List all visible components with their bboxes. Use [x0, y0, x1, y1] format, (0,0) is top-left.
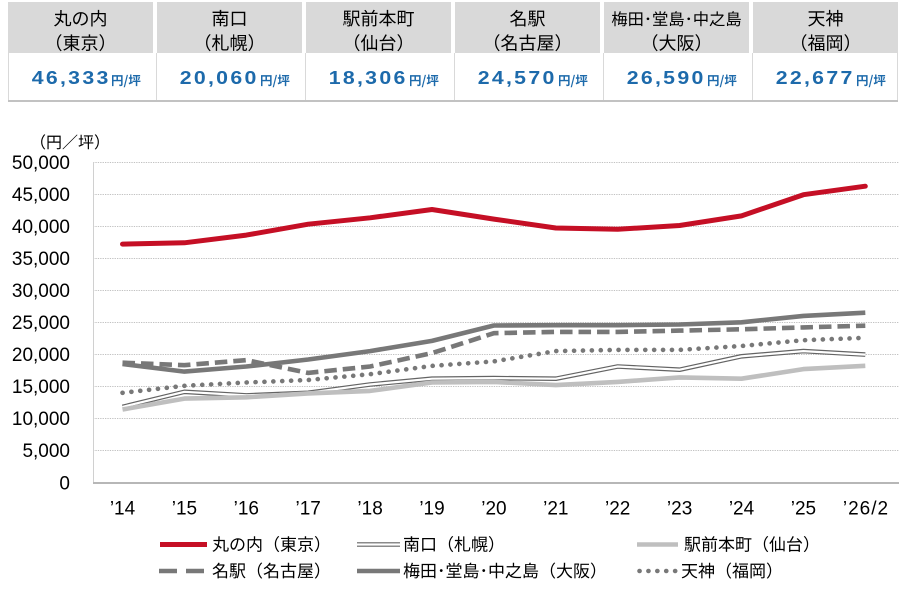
- svg-text:30,000: 30,000: [12, 281, 70, 302]
- svg-text:’17: ’17: [296, 499, 321, 520]
- svg-text:15,000: 15,000: [12, 377, 70, 398]
- svg-text:’24: ’24: [729, 499, 755, 520]
- svg-text:50,000: 50,000: [12, 153, 70, 174]
- svg-text:’19: ’19: [419, 499, 444, 520]
- svg-text:’25: ’25: [791, 499, 816, 520]
- svg-text:5,000: 5,000: [22, 441, 70, 462]
- svg-text:’22: ’22: [605, 499, 630, 520]
- svg-text:’14: ’14: [110, 499, 136, 520]
- svg-text:40,000: 40,000: [12, 217, 70, 238]
- svg-text:’21: ’21: [543, 499, 568, 520]
- svg-text:35,000: 35,000: [12, 249, 70, 270]
- svg-text:0: 0: [59, 473, 70, 494]
- svg-text:25,000: 25,000: [12, 313, 70, 334]
- svg-text:45,000: 45,000: [12, 185, 70, 206]
- svg-text:’16: ’16: [234, 499, 259, 520]
- svg-text:10,000: 10,000: [12, 409, 70, 430]
- svg-text:’18: ’18: [357, 499, 382, 520]
- svg-text:’20: ’20: [481, 499, 506, 520]
- svg-text:’15: ’15: [172, 499, 197, 520]
- svg-text:’26/2: ’26/2: [843, 499, 889, 520]
- svg-text:20,000: 20,000: [12, 345, 70, 366]
- svg-text:’23: ’23: [667, 499, 692, 520]
